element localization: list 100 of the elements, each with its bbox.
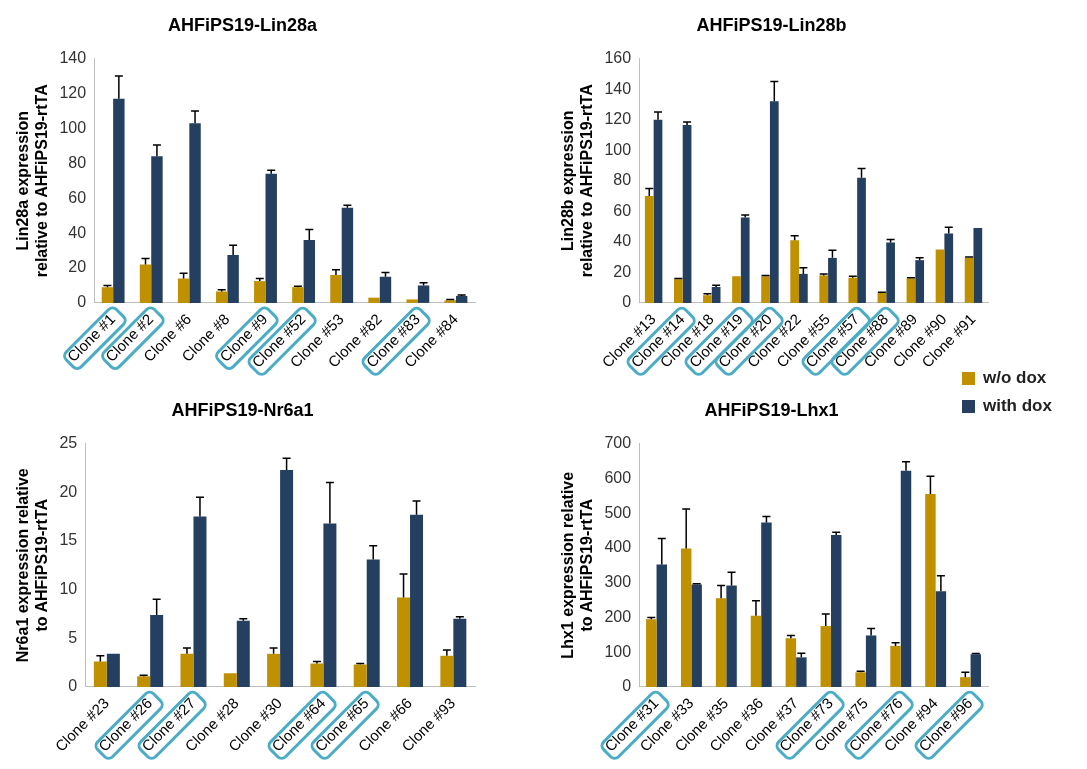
y-axis-title: Lin28a expression relative to AHFiPS19-rtTA — [14, 83, 51, 278]
y-tick-label: 160 — [604, 49, 632, 67]
y-axis-title: Lin28b expression relative to AHFiPS19-rtTA — [559, 83, 596, 278]
bar — [935, 249, 945, 303]
y-tick-label: 500 — [604, 503, 632, 521]
y-tick-label: 5 — [68, 628, 78, 646]
bar — [711, 286, 721, 303]
y-tick-label: 0 — [77, 293, 87, 311]
bar — [215, 291, 228, 303]
bar — [177, 278, 190, 303]
bar — [292, 287, 304, 303]
bar — [820, 626, 831, 687]
bar — [150, 614, 164, 687]
bar — [455, 295, 468, 303]
y-tick-label: 140 — [604, 79, 632, 97]
bar — [935, 591, 947, 687]
y-tick-label: 100 — [604, 140, 632, 158]
y-tick-label: 0 — [622, 677, 632, 695]
bar — [101, 287, 114, 303]
bar — [254, 281, 266, 303]
bar — [193, 516, 207, 687]
y-tick-label: 0 — [622, 293, 632, 311]
bar — [341, 207, 354, 303]
y-tick-label: 25 — [59, 434, 78, 452]
bar — [366, 559, 380, 687]
bar — [703, 295, 712, 303]
y-tick-label: 400 — [604, 538, 632, 556]
bar — [964, 257, 974, 303]
bar — [877, 292, 887, 303]
y-tick-label: 140 — [59, 49, 87, 67]
bar — [673, 279, 683, 303]
legend-label: with dox — [983, 396, 1052, 416]
bar — [740, 217, 750, 303]
bar — [915, 260, 925, 303]
bar — [379, 276, 392, 303]
bar — [819, 275, 829, 303]
bar — [857, 177, 866, 303]
bar — [440, 655, 454, 687]
bar — [970, 654, 982, 687]
bar — [925, 494, 936, 687]
bar — [906, 278, 916, 303]
bar — [180, 653, 194, 687]
bar — [406, 299, 418, 303]
bar — [656, 564, 668, 687]
bar — [944, 233, 954, 303]
bar — [900, 470, 912, 687]
y-tick-label: 80 — [68, 153, 87, 171]
bar — [227, 254, 239, 303]
chart-title: AHFiPS19-Lin28a — [167, 14, 319, 35]
bar — [280, 469, 294, 687]
y-tick-label: 600 — [604, 468, 632, 486]
bar — [93, 661, 107, 687]
bar — [830, 535, 842, 687]
bar — [265, 173, 277, 303]
y-tick-label: 20 — [59, 482, 78, 500]
chart-title: AHFiPS19-Lin28b — [696, 14, 847, 35]
y-tick-label: 200 — [604, 607, 632, 625]
y-tick-label: 40 — [68, 223, 87, 241]
bar — [761, 522, 772, 687]
y-axis-title: Nr6a1 expression relative to AHFiPS19-rtTA — [14, 468, 51, 663]
bar — [799, 273, 808, 303]
bar — [865, 635, 877, 687]
bar — [855, 672, 866, 687]
bar — [796, 657, 807, 687]
y-tick-label: 60 — [613, 201, 632, 219]
y-tick-label: 15 — [59, 531, 78, 549]
y-tick-label: 20 — [613, 262, 632, 280]
y-axis-title: Lhx1 expression relative to AHFiPS19-rtTA — [559, 471, 596, 659]
y-tick-label: 120 — [59, 83, 87, 101]
bar — [137, 676, 151, 687]
bar — [960, 677, 971, 687]
bar — [189, 123, 201, 303]
bar — [750, 615, 762, 687]
bar — [691, 584, 702, 687]
bar — [848, 277, 858, 303]
bar — [646, 619, 657, 687]
y-tick-label: 100 — [59, 118, 87, 136]
bar — [323, 523, 337, 687]
bar — [106, 653, 120, 687]
bar — [828, 257, 837, 303]
bar — [785, 638, 797, 687]
bar — [368, 297, 380, 303]
bar — [236, 620, 250, 687]
bar — [139, 264, 152, 303]
bar — [644, 196, 654, 303]
y-tick-label: 0 — [68, 677, 78, 695]
chart-title: AHFiPS19-Lhx1 — [704, 399, 839, 420]
bar — [886, 242, 895, 303]
legend-label: w/o dox — [983, 368, 1047, 388]
bar — [267, 653, 281, 687]
y-tick-label: 120 — [604, 110, 632, 128]
bar — [113, 98, 125, 303]
y-tick-label: 40 — [613, 232, 632, 250]
bar — [732, 276, 741, 303]
y-tick-label: 100 — [604, 642, 632, 660]
bar — [682, 125, 692, 303]
bar — [726, 585, 737, 687]
bar — [397, 597, 411, 687]
chart-title: AHFiPS19-Nr6a1 — [171, 399, 314, 420]
y-tick-label: 10 — [59, 580, 78, 597]
